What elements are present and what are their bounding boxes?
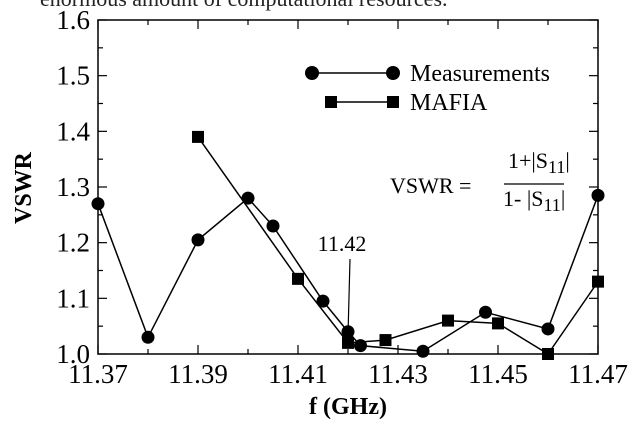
legend-label-measurements: Measurements [410, 61, 550, 87]
legend-marker-measurements-right [386, 66, 400, 80]
x-tick-label: 11.45 [468, 359, 528, 389]
data-point-mafia [542, 348, 554, 360]
formula-numerator: 1+|S11| [508, 148, 570, 177]
formula-num-sub: 11 [548, 157, 565, 177]
data-point-mafia [492, 317, 504, 330]
data-point-measurements [479, 305, 492, 319]
legend-label-mafia: MAFIA [410, 90, 488, 116]
legend-marker-measurements-left [305, 66, 319, 80]
legend-marker-mafia-right [387, 96, 399, 108]
data-point-mafia [592, 275, 604, 288]
y-tick-label: 1.2 [56, 228, 90, 258]
y-tick-label: 1.0 [56, 339, 90, 369]
data-point-measurements [266, 219, 280, 233]
data-point-measurements [541, 322, 555, 336]
series-line-mafia [197, 136, 599, 356]
x-axis-title: f (GHz) [309, 394, 387, 420]
y-tick-label: 1.5 [56, 61, 90, 91]
arrow-label: 11.42 [318, 231, 367, 256]
data-point-mafia [379, 334, 392, 347]
y-tick-label: 1.6 [56, 5, 90, 35]
x-tick-label: 11.43 [368, 359, 428, 389]
data-point-measurements [241, 191, 255, 205]
data-point-measurements [91, 197, 105, 211]
formula-num-a: 1+|S [508, 148, 548, 173]
x-tick-label: 11.39 [168, 359, 228, 389]
series-line-measurements [97, 195, 599, 352]
data-point-mafia [342, 336, 354, 349]
data-point-mafia [292, 272, 304, 285]
tick-labels: 11.37 11.39 11.41 11.43 11.45 11.47 1.0 1.1 1.2 1… [56, 5, 628, 389]
legend: Measurements MAFIA [305, 61, 550, 116]
y-tick-label: 1.1 [56, 283, 90, 313]
formula-den-a: 1- |S [503, 186, 543, 211]
formula-num-b: | [565, 148, 569, 173]
formula-denominator: 1- |S11| [503, 186, 565, 215]
formula-den-sub: 11 [543, 195, 560, 215]
data-point-measurements [591, 188, 605, 202]
data-point-mafia [192, 130, 204, 143]
x-tick-label: 11.47 [568, 359, 628, 389]
series-layer [91, 130, 605, 360]
y-tick-label: 1.4 [56, 116, 90, 146]
formula-den-b: | [561, 186, 565, 211]
vswr-formula: VSWR = 1+|S11| 1- |S11| [390, 148, 570, 215]
y-axis-title: VSWR [11, 151, 37, 224]
y-tick-label: 1.3 [56, 172, 90, 202]
data-point-measurements [191, 233, 205, 247]
arrow-shaft [347, 258, 351, 335]
x-tick-label: 11.41 [268, 359, 328, 389]
data-point-measurements [416, 344, 430, 358]
x-tick-label: 11.37 [68, 359, 128, 389]
arrow-head [343, 329, 353, 341]
data-point-mafia [442, 314, 454, 327]
data-point-measurements [141, 330, 155, 344]
data-point-measurements [316, 294, 330, 308]
formula-lhs: VSWR = [390, 173, 471, 198]
arrow-annotation: 11.42 [318, 231, 367, 341]
legend-marker-mafia-left [325, 96, 337, 108]
header-snippet: enormous amount of computational resourc… [40, 0, 448, 11]
